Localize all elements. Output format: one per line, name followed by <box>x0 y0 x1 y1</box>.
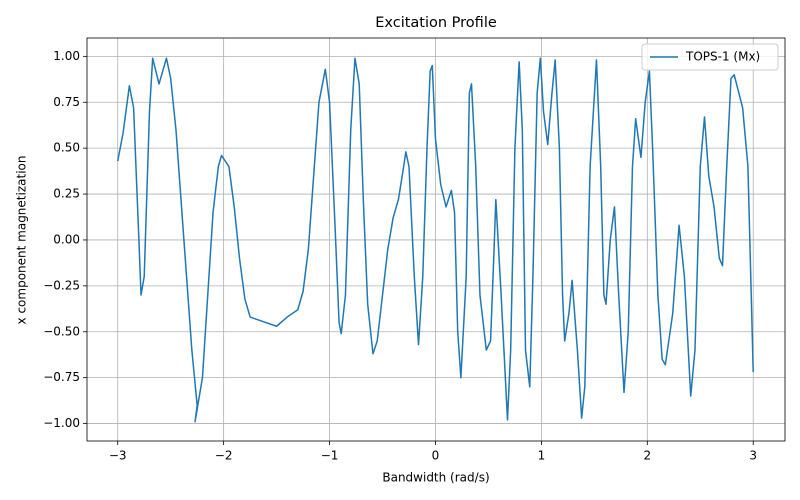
x-tick-label: 2 <box>643 449 651 463</box>
y-tick-label: 0.00 <box>53 232 80 246</box>
chart-title: Excitation Profile <box>375 15 497 31</box>
y-tick-label: −0.50 <box>43 324 80 338</box>
y-tick-label: −1.00 <box>43 416 80 430</box>
x-tick-label: 1 <box>538 449 546 463</box>
y-tick-label: −0.25 <box>43 278 80 292</box>
x-tick-label: −2 <box>215 449 233 463</box>
y-axis-label: x component magnetization <box>15 156 29 325</box>
line-series <box>116 57 754 423</box>
plot-frame <box>86 37 786 442</box>
x-axis-label: Bandwidth (rad/s) <box>382 471 489 485</box>
legend-label: TOPS-1 (Mx) <box>685 50 760 64</box>
y-tick-label: 0.75 <box>53 95 80 109</box>
x-tick-label: 0 <box>432 449 440 463</box>
legend-box <box>641 43 779 71</box>
y-tick-label: 1.00 <box>53 49 80 63</box>
y-tick-label: −0.75 <box>43 370 80 384</box>
y-tick-label: 0.25 <box>53 187 80 201</box>
x-tick-label: −3 <box>109 449 127 463</box>
y-tick-label: 0.50 <box>53 141 80 155</box>
x-tick-label: −1 <box>321 449 339 463</box>
x-tick-label: 3 <box>749 449 757 463</box>
